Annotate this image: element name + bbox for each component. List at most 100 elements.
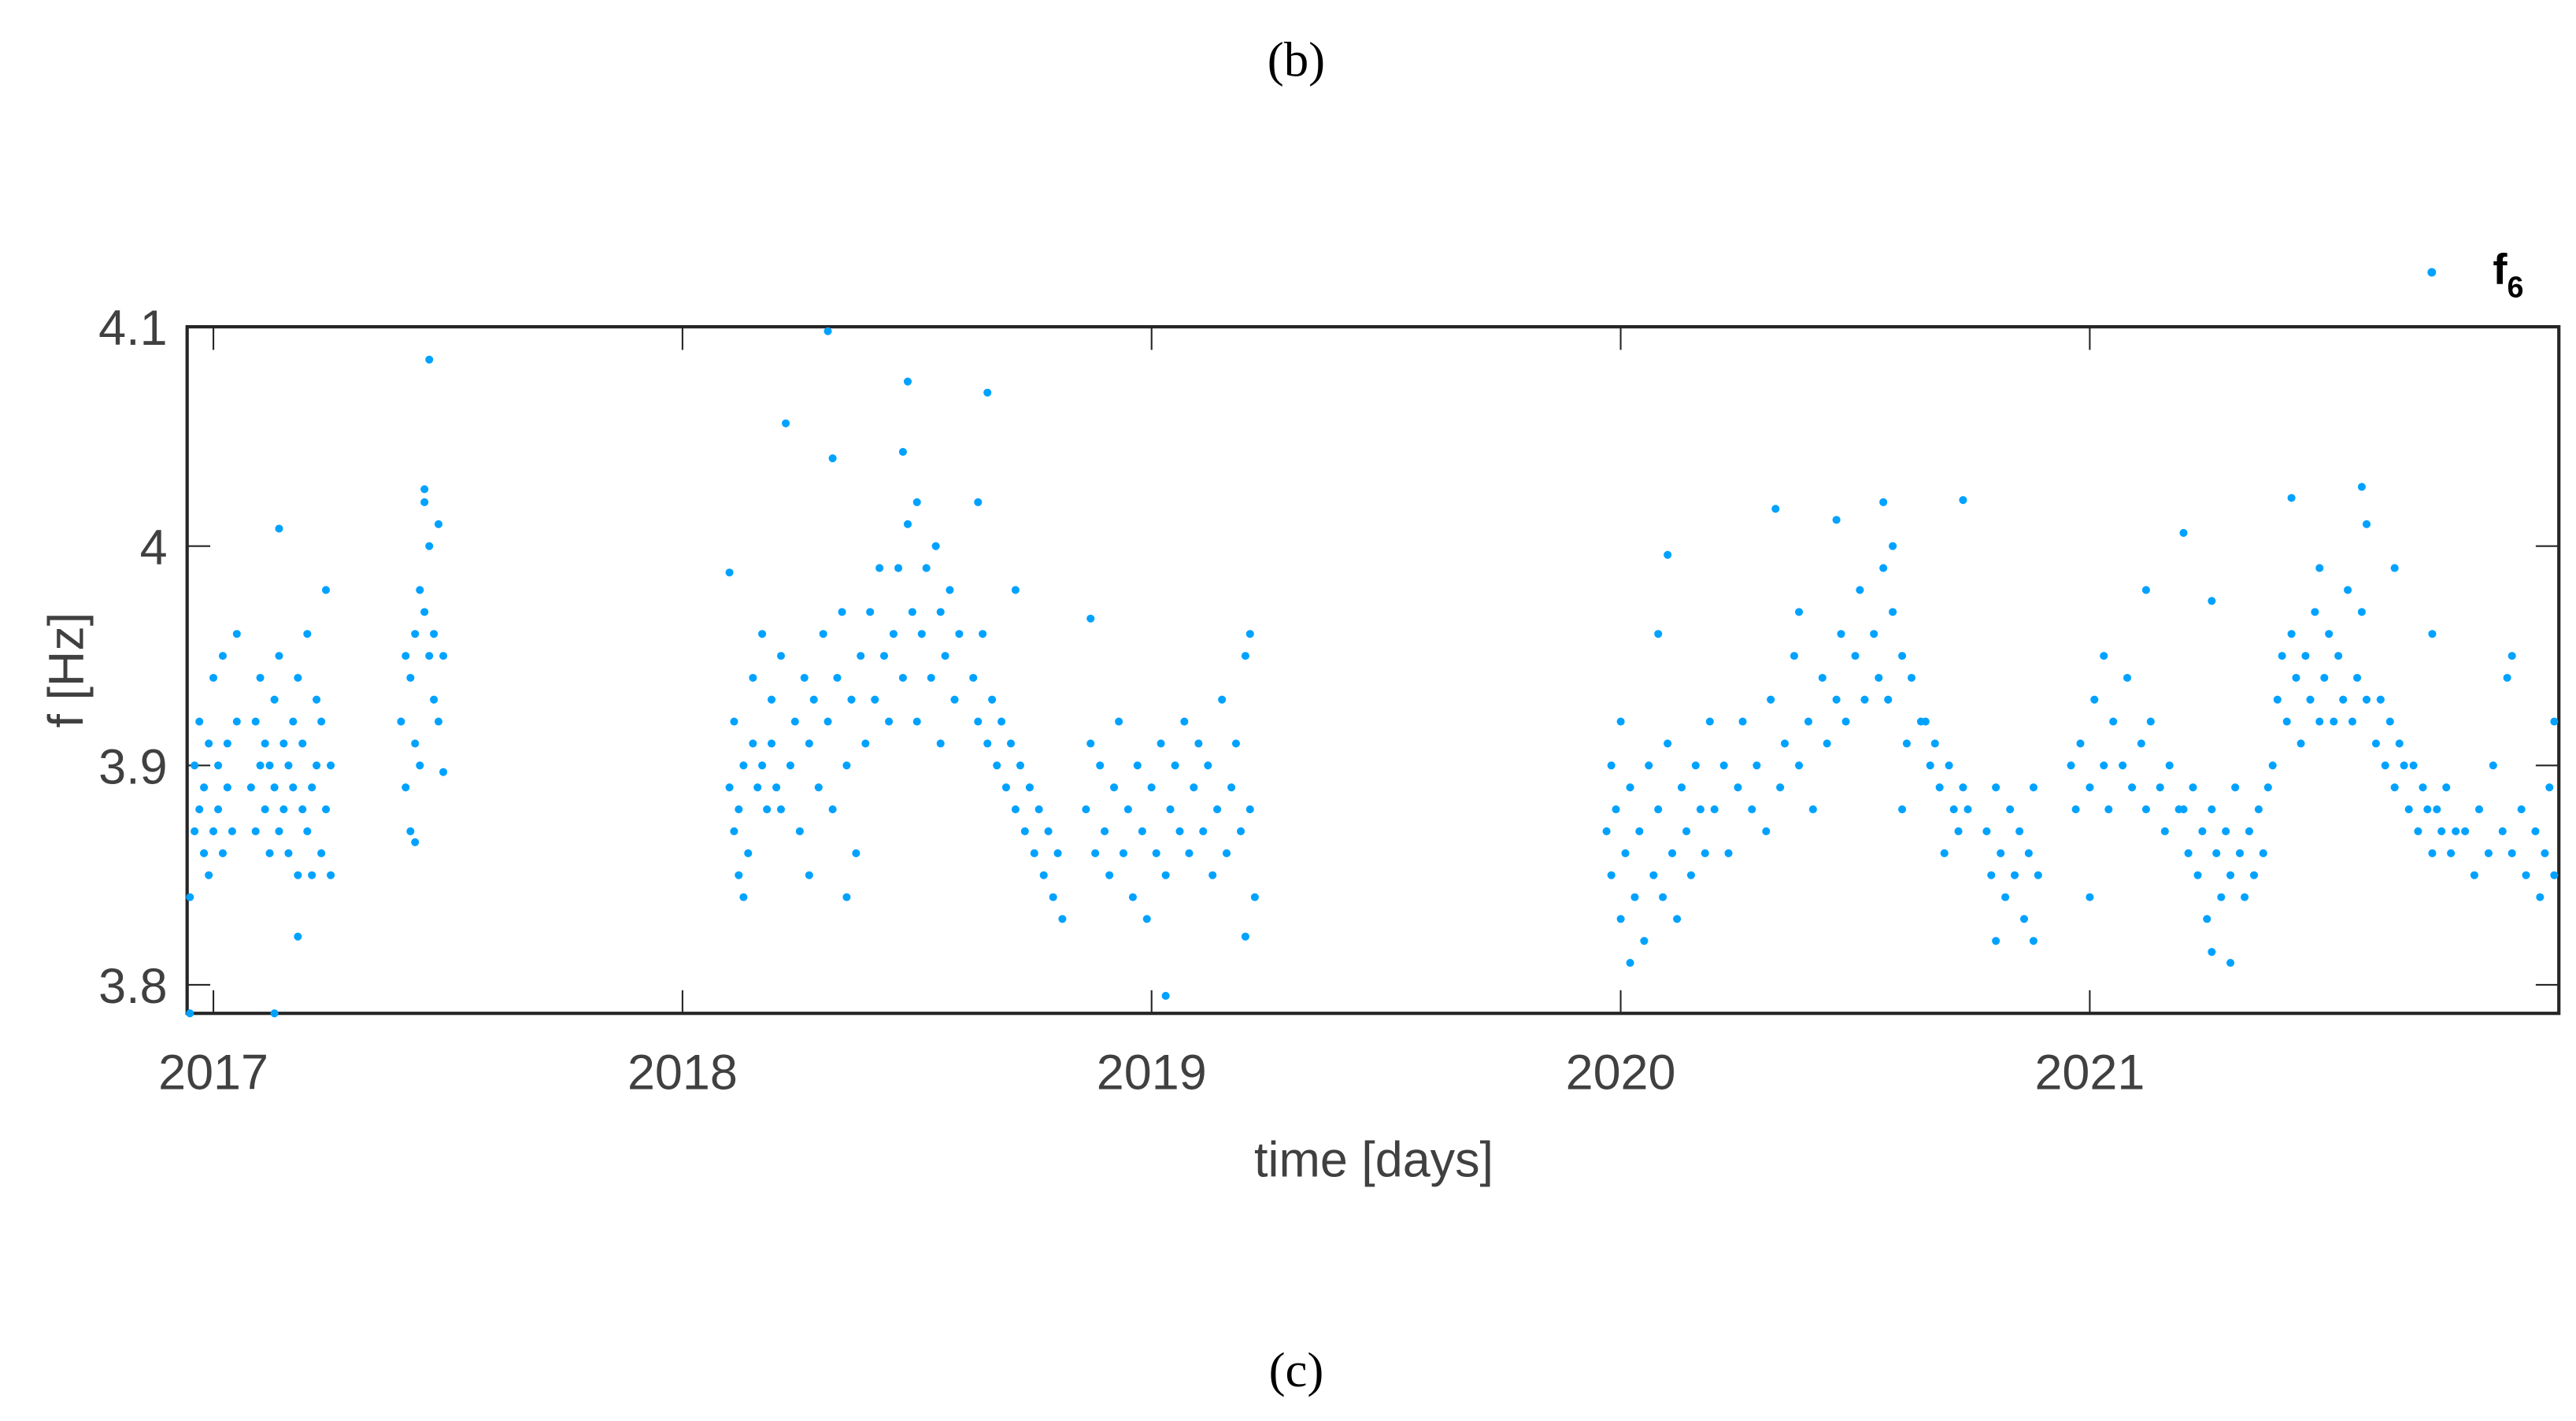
data-point bbox=[2193, 871, 2202, 879]
data-point bbox=[298, 739, 307, 748]
data-point bbox=[1837, 630, 1845, 638]
data-point bbox=[1930, 739, 1939, 748]
data-point bbox=[317, 717, 326, 726]
data-point bbox=[1724, 849, 1733, 857]
data-point bbox=[1870, 630, 1878, 638]
data-point bbox=[922, 564, 931, 572]
data-point bbox=[2287, 494, 2296, 502]
data-point bbox=[912, 717, 921, 726]
data-point bbox=[753, 783, 762, 792]
data-point bbox=[2311, 608, 2319, 616]
data-point bbox=[2282, 717, 2291, 726]
data-point bbox=[1115, 717, 1123, 726]
data-point bbox=[1771, 505, 1780, 513]
data-point bbox=[1110, 783, 1119, 792]
data-point bbox=[1997, 849, 2005, 857]
data-point bbox=[256, 673, 265, 683]
data-point bbox=[2198, 827, 2207, 835]
data-point bbox=[279, 739, 288, 748]
data-point bbox=[1889, 542, 1897, 550]
data-point bbox=[1654, 805, 1663, 814]
data-point bbox=[2325, 630, 2334, 638]
data-point bbox=[425, 652, 434, 661]
data-point bbox=[936, 739, 945, 748]
data-point bbox=[214, 805, 223, 814]
data-point bbox=[2208, 948, 2216, 957]
data-point bbox=[1218, 695, 1227, 704]
data-point bbox=[191, 761, 199, 770]
data-point bbox=[744, 849, 753, 857]
data-point bbox=[1142, 915, 1151, 923]
data-point bbox=[2376, 695, 2385, 704]
data-point bbox=[1208, 871, 1217, 879]
data-point bbox=[1096, 761, 1105, 770]
data-point bbox=[1752, 761, 1761, 770]
data-point bbox=[1677, 783, 1686, 792]
data-point bbox=[1884, 695, 1893, 704]
data-point bbox=[209, 827, 218, 835]
data-point bbox=[2123, 673, 2132, 683]
data-point bbox=[406, 827, 415, 835]
data-point bbox=[1616, 915, 1625, 923]
data-point bbox=[931, 542, 940, 550]
data-point bbox=[1626, 783, 1634, 792]
data-point bbox=[2400, 761, 2408, 770]
data-point bbox=[294, 871, 302, 879]
data-point bbox=[2522, 871, 2530, 879]
data-point bbox=[1607, 761, 1616, 770]
data-point bbox=[824, 327, 832, 335]
x-tick-label: 2021 bbox=[2034, 1045, 2145, 1101]
data-point bbox=[430, 630, 439, 638]
data-point bbox=[1180, 717, 1189, 726]
data-point bbox=[1992, 783, 2000, 792]
data-point bbox=[1245, 805, 1254, 814]
data-point bbox=[875, 564, 884, 572]
data-point bbox=[2179, 805, 2188, 814]
data-point bbox=[2503, 673, 2511, 683]
data-point bbox=[2357, 608, 2366, 616]
data-point bbox=[2160, 827, 2169, 835]
data-point bbox=[1804, 717, 1813, 726]
data-point bbox=[2362, 695, 2371, 704]
data-point bbox=[402, 652, 410, 661]
data-point bbox=[214, 761, 223, 770]
data-point bbox=[2141, 805, 2150, 814]
data-point bbox=[1696, 805, 1704, 814]
data-point bbox=[1851, 652, 1860, 661]
data-point bbox=[270, 783, 279, 792]
data-point bbox=[1011, 586, 1020, 594]
data-point bbox=[416, 586, 424, 594]
data-point bbox=[200, 849, 209, 857]
data-point bbox=[195, 717, 204, 726]
x-tick-label: 2017 bbox=[158, 1045, 268, 1101]
data-point bbox=[1959, 783, 1967, 792]
data-point bbox=[2371, 739, 2380, 748]
data-point bbox=[1898, 805, 1907, 814]
data-point bbox=[265, 761, 274, 770]
data-point bbox=[2179, 528, 2188, 537]
data-point bbox=[2545, 783, 2554, 792]
data-point bbox=[2414, 827, 2422, 835]
data-point bbox=[256, 761, 265, 770]
data-point bbox=[1818, 673, 1827, 683]
data-point bbox=[1935, 783, 1944, 792]
data-point bbox=[2086, 783, 2094, 792]
plot-area: 2017 2018 2019 2020 2021 3.8 3.9 4 4.1 bbox=[98, 301, 2561, 1101]
data-point bbox=[411, 630, 420, 638]
data-point bbox=[2508, 652, 2516, 661]
data-point bbox=[2109, 717, 2118, 726]
legend-label-subscript: 6 bbox=[2508, 270, 2524, 303]
data-point bbox=[2385, 717, 2394, 726]
data-point bbox=[2001, 893, 2010, 901]
data-point bbox=[768, 695, 776, 704]
data-point bbox=[2498, 827, 2507, 835]
data-point bbox=[776, 805, 786, 814]
scatter-series-f6 bbox=[186, 327, 2559, 1018]
data-point bbox=[1044, 827, 1053, 835]
data-point bbox=[2315, 717, 2324, 726]
data-point bbox=[411, 838, 420, 846]
data-point bbox=[2348, 717, 2356, 726]
data-point bbox=[786, 761, 794, 770]
data-point bbox=[2006, 805, 2015, 814]
data-point bbox=[2301, 652, 2310, 661]
